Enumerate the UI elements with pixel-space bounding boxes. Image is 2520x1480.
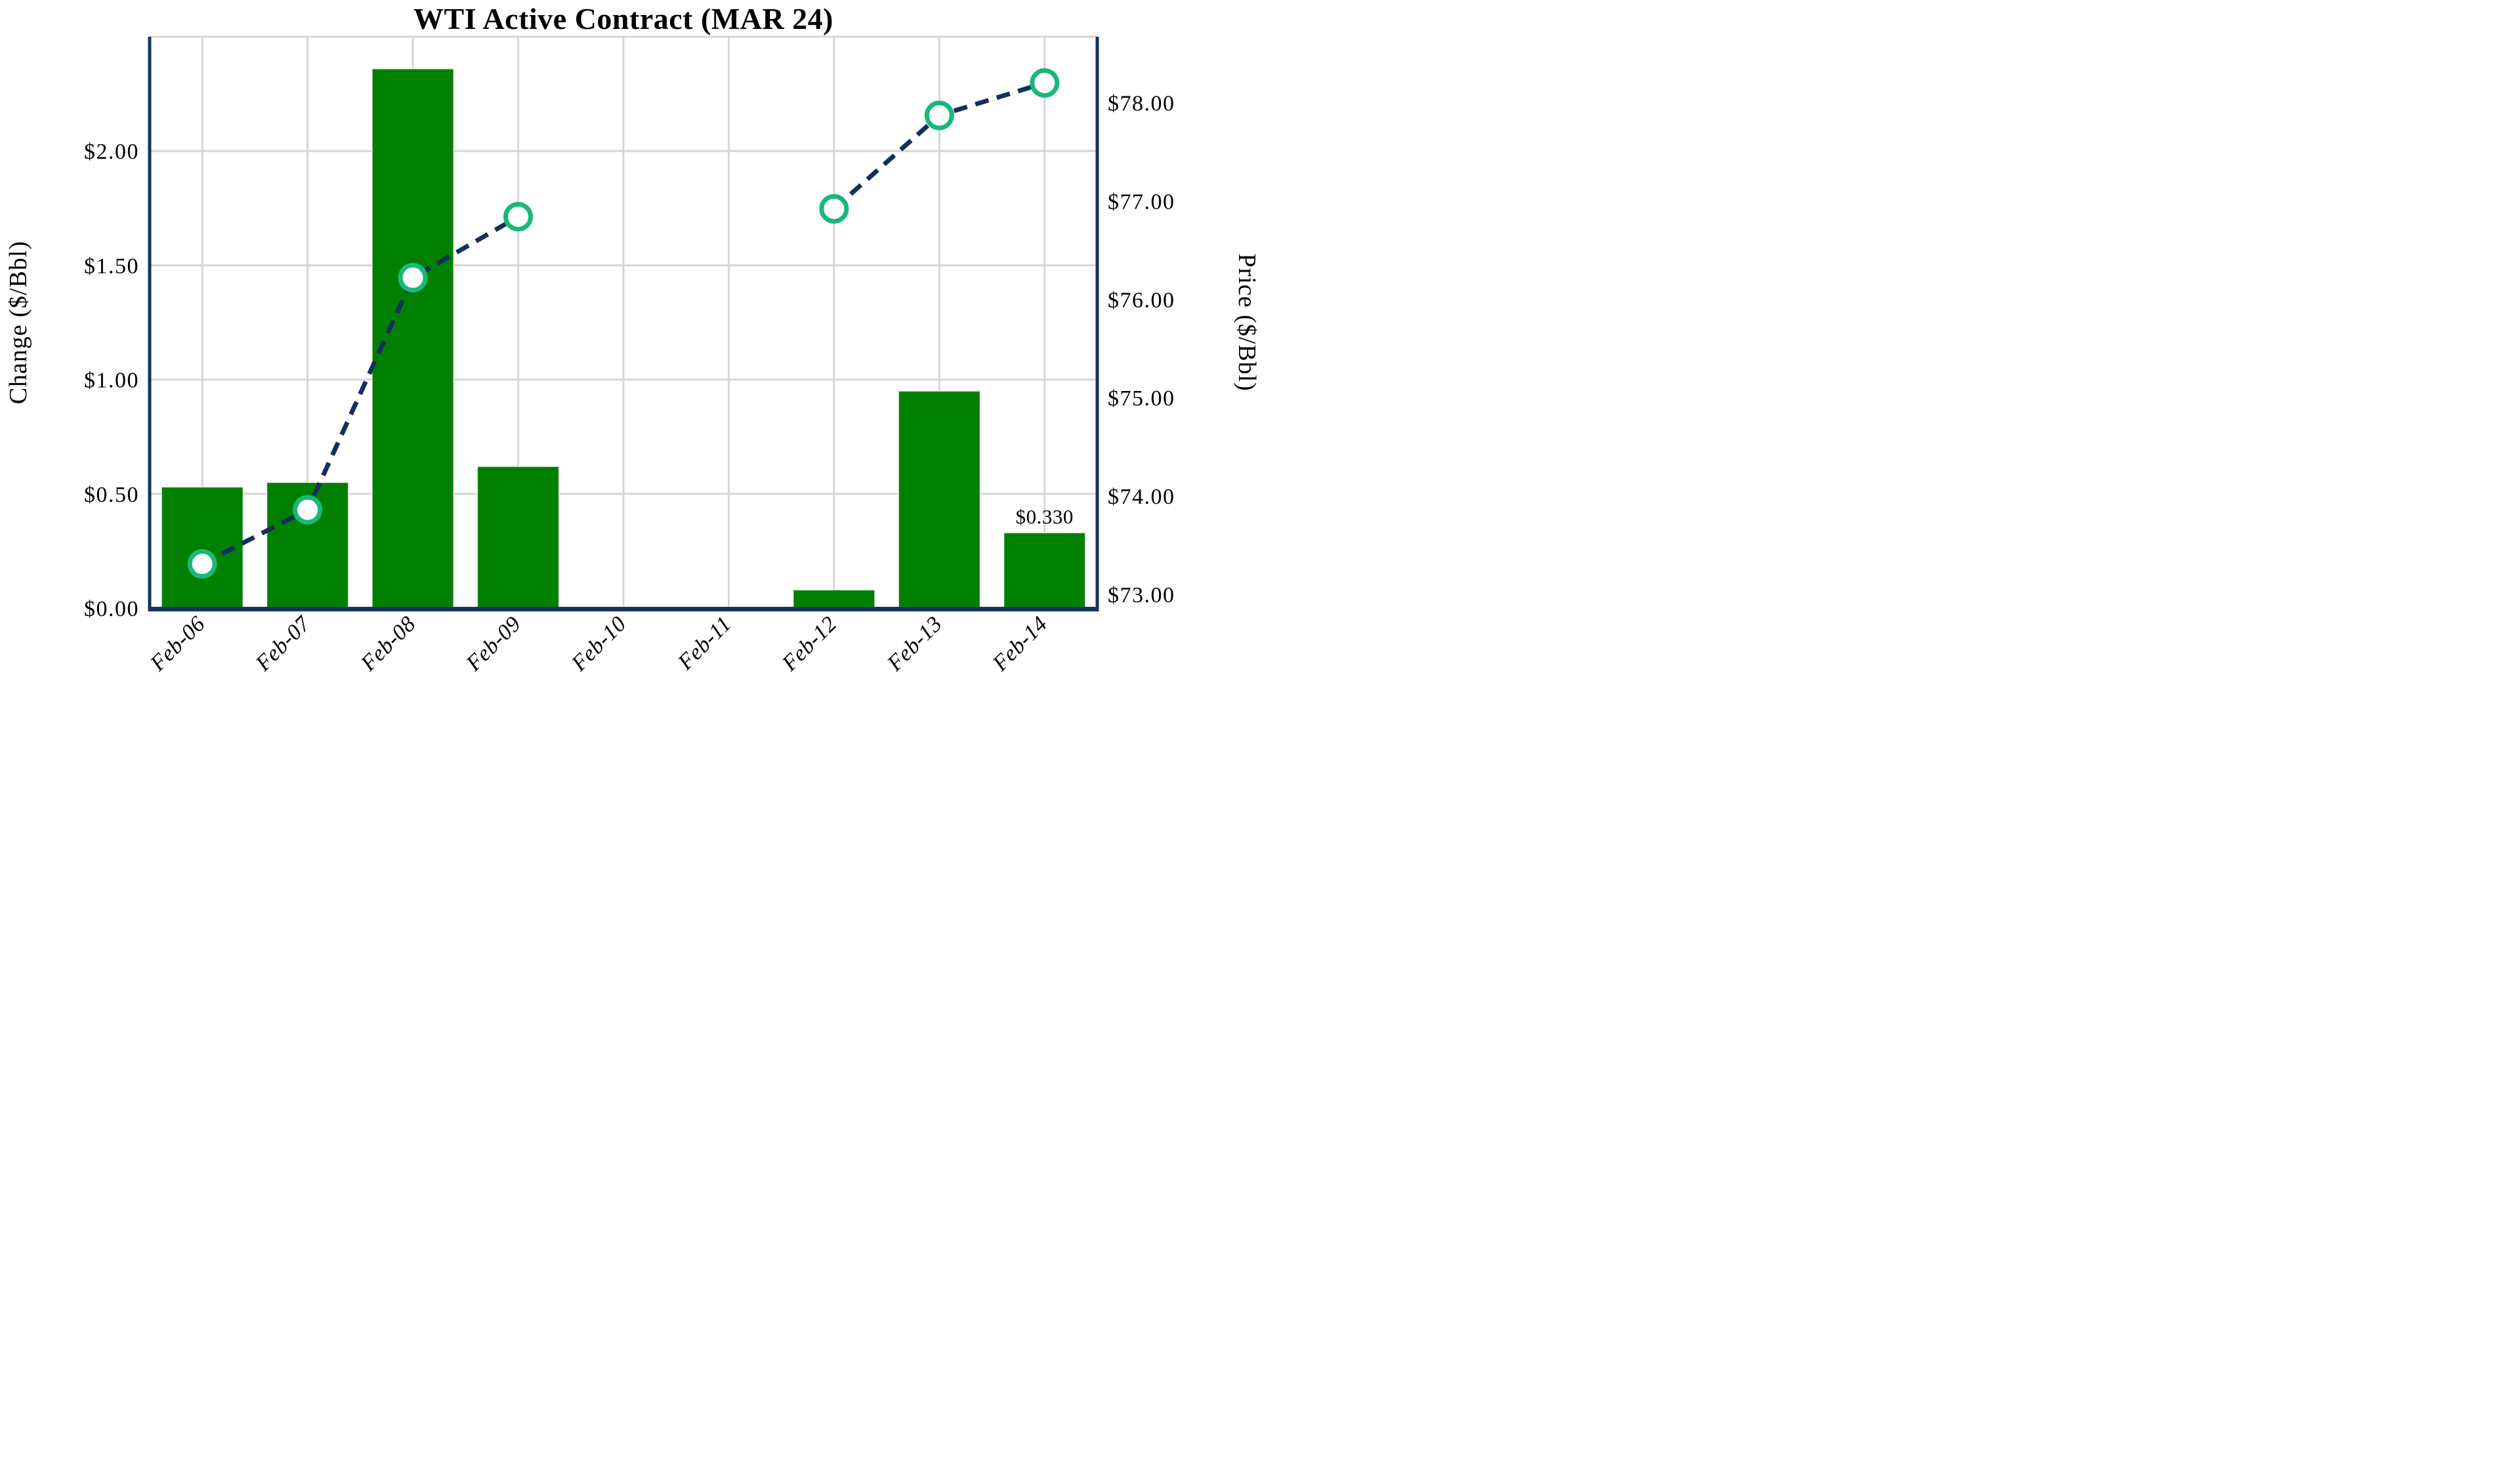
right-axis-spine	[1095, 37, 1099, 610]
x-axis-tick-label: Feb-10	[566, 611, 631, 676]
bar	[1003, 532, 1086, 609]
right-axis-title: Price ($/Bbl)	[1233, 253, 1260, 391]
line-series-layer	[187, 68, 1060, 579]
x-axis-tick-label: Feb-08	[356, 611, 420, 676]
bar	[371, 68, 455, 609]
chart-title: WTI Active Contract (MAR 24)	[413, 2, 833, 35]
right-axis-tick-label: $73.00	[1108, 583, 1175, 607]
price-line-segment	[201, 215, 520, 566]
x-axis-tick-label: Feb-12	[777, 611, 841, 676]
left-axis-spine	[148, 37, 152, 610]
x-axis-tick-label: Feb-06	[145, 611, 209, 676]
x-axis-tick-label: Feb-07	[251, 611, 316, 676]
right-axis-tick-label: $74.00	[1108, 485, 1175, 509]
x-axis-tick-label: Feb-13	[883, 611, 947, 676]
right-axis-tick-label: $75.00	[1108, 386, 1175, 411]
left-axis-tick-label: $1.50	[84, 254, 139, 278]
price-marker	[187, 549, 217, 579]
price-marker	[924, 100, 954, 131]
price-marker	[503, 201, 534, 232]
left-axis-tick-label: $2.00	[84, 140, 139, 164]
axis-spine-layer	[148, 37, 1099, 611]
bar	[792, 589, 875, 609]
price-marker	[293, 495, 323, 525]
bottom-axis-spine	[148, 607, 1099, 611]
bar-value-annotation: $0.330	[1016, 505, 1074, 528]
x-axis-tick-label: Feb-09	[461, 611, 526, 676]
price-marker	[398, 262, 428, 293]
right-axis-tick-label: $77.00	[1108, 190, 1175, 214]
bar	[898, 390, 981, 609]
left-axis-tick-label: $0.50	[84, 483, 139, 507]
right-axis-tick-label: $76.00	[1108, 288, 1175, 312]
x-axis-tick-label: Feb-14	[988, 611, 1052, 676]
left-axis-title: Change ($/Bbl)	[5, 241, 32, 404]
x-axis-tick-label: Feb-11	[673, 611, 736, 675]
right-axis-tick-label: $78.00	[1108, 91, 1175, 115]
price-marker	[1030, 68, 1060, 98]
left-axis-tick-label: $0.00	[84, 597, 139, 621]
chart-figure: $0.00 $0.50 $1.00 $1.50 $2.00 $73.00 $74.00 $75…	[0, 0, 1261, 740]
price-marker	[819, 194, 849, 224]
combo-chart: $0.00 $0.50 $1.00 $1.50 $2.00 $73.00 $74.00 $75…	[5, 2, 1261, 676]
bar	[476, 466, 560, 609]
left-axis-tick-label: $1.00	[84, 369, 139, 393]
